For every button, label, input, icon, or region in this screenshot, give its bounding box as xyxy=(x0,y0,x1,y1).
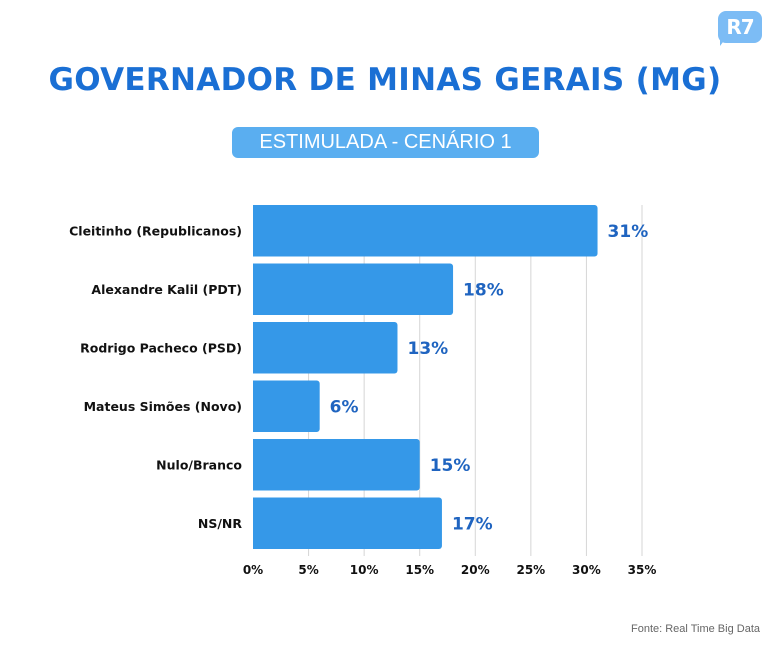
value-label: 31% xyxy=(608,222,649,242)
bar xyxy=(253,497,442,549)
bar-left-edge xyxy=(253,380,257,432)
category-label: Alexandre Kalil (PDT) xyxy=(91,282,242,297)
x-axis-tick-labels: 0% 5% 10% 15% 20% 25% 30% 35% xyxy=(243,563,657,577)
bar-left-edge xyxy=(253,322,257,374)
value-labels: 31% 18% 13% 6% 15% 17% xyxy=(330,222,649,535)
bar-left-edge xyxy=(253,439,257,491)
x-tick-label: 15% xyxy=(405,563,434,577)
x-tick-label: 5% xyxy=(298,563,318,577)
category-label: NS/NR xyxy=(198,516,242,531)
category-labels: Cleitinho (Republicanos) Alexandre Kalil … xyxy=(69,223,242,531)
value-label: 17% xyxy=(452,514,493,534)
bars xyxy=(253,205,598,549)
x-tick-label: 25% xyxy=(516,563,545,577)
x-tick-label: 0% xyxy=(243,563,263,577)
bar xyxy=(253,439,420,491)
x-tick-label: 20% xyxy=(461,563,490,577)
source-note: Fonte: Real Time Big Data xyxy=(630,623,760,635)
bar-left-edge xyxy=(253,263,257,315)
bar-left-edge xyxy=(253,497,257,549)
category-label: Mateus Simões (Novo) xyxy=(84,399,242,414)
r7-logo-tail xyxy=(720,38,726,46)
value-label: 13% xyxy=(407,339,448,359)
bar xyxy=(253,205,598,257)
chart-title: GOVERNADOR DE MINAS GERAIS (MG) xyxy=(48,62,722,98)
value-label: 18% xyxy=(463,280,504,300)
category-label: Cleitinho (Republicanos) xyxy=(69,223,242,238)
bar xyxy=(253,322,398,374)
x-tick-label: 10% xyxy=(350,563,379,577)
x-tick-label: 35% xyxy=(628,563,657,577)
r7-logo: R7 xyxy=(718,11,762,43)
bar xyxy=(253,380,320,432)
value-label: 15% xyxy=(430,456,471,476)
chart-subtitle-badge: ESTIMULADA - CENÁRIO 1 xyxy=(232,127,539,158)
x-tick-label: 30% xyxy=(572,563,601,577)
bar-left-edge xyxy=(253,205,257,257)
value-label: 6% xyxy=(330,397,359,417)
bar xyxy=(253,263,454,315)
category-label: Rodrigo Pacheco (PSD) xyxy=(80,340,242,355)
category-label: Nulo/Branco xyxy=(156,457,242,472)
